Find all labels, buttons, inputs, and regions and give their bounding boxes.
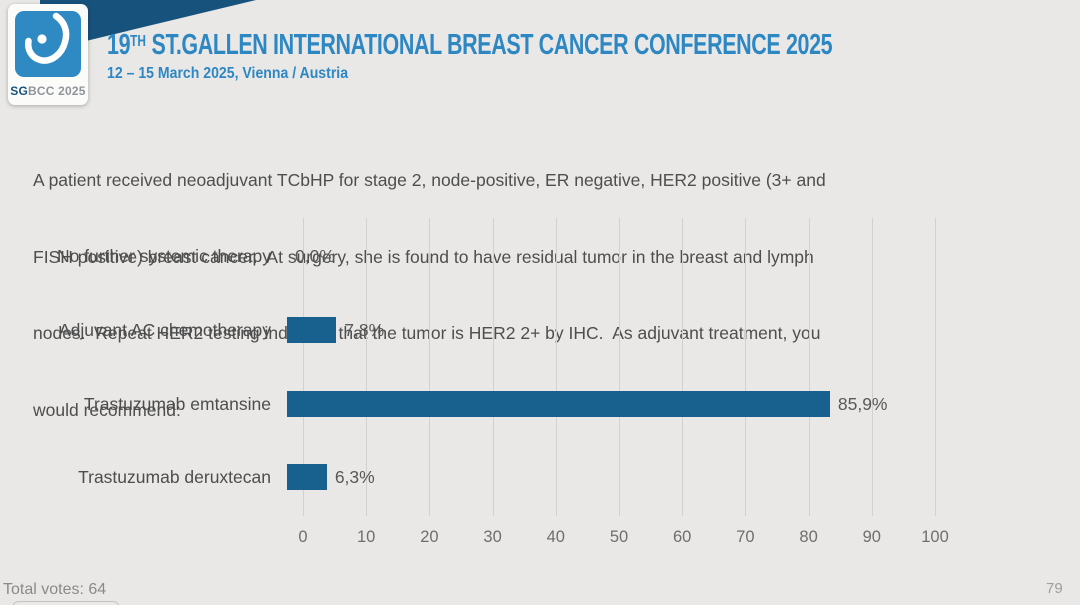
x-tick-label: 80: [799, 528, 818, 546]
x-tick-label: 100: [921, 528, 949, 546]
conference-dates: 12 – 15 March 2025, Vienna / Austria: [107, 65, 349, 82]
category-label: Adjuvant AC chemotherapy: [58, 319, 271, 340]
category-label: No further systemic therapy: [57, 245, 271, 266]
gridline: [935, 218, 936, 516]
chart-row: Adjuvant AC chemotherapy 7,8%: [20, 317, 384, 343]
logo-square: [15, 11, 81, 77]
value-label: 7,8%: [344, 319, 385, 340]
category-label: Trastuzumab emtansine: [83, 393, 271, 414]
bar: [287, 464, 327, 490]
category-label: Trastuzumab deruxtecan: [78, 466, 271, 487]
chart-row: Trastuzumab emtansine 85,9%: [20, 391, 888, 417]
breast-ribbon-icon: [24, 12, 70, 64]
logo-badge: SGBCC 2025: [8, 84, 88, 98]
poll-question: A patient received neoadjuvant TCbHP for…: [33, 117, 1053, 474]
x-tick-label: 20: [420, 528, 439, 546]
gridline: [303, 218, 304, 516]
gridline: [682, 218, 684, 516]
x-tick-label: 30: [483, 528, 502, 546]
value-label: 0,0%: [295, 245, 335, 266]
conference-title: 19TH ST.GALLEN INTERNATIONAL BREAST CANC…: [107, 27, 833, 61]
gridline: [366, 218, 368, 516]
gridline: [619, 218, 620, 516]
header-title-block: 19TH ST.GALLEN INTERNATIONAL BREAST CANC…: [107, 27, 1080, 83]
gridline: [871, 218, 873, 516]
gridline: [808, 218, 810, 516]
value-label: 6,3%: [334, 466, 375, 487]
page-number: 79: [1046, 580, 1063, 597]
x-tick-label: 50: [609, 528, 629, 546]
logo-badge-rest: BCC 2025: [28, 84, 86, 98]
total-votes: Total votes: 64: [3, 581, 107, 598]
chart-row: No further systemic therapy 0,0%: [20, 243, 335, 269]
x-tick-label: 0: [298, 528, 308, 546]
x-tick-label: 40: [546, 528, 565, 546]
title-superscript: TH: [130, 33, 146, 50]
gridline: [745, 218, 747, 516]
bar: [287, 317, 337, 343]
x-tick-label: 10: [357, 528, 376, 546]
x-tick-label: 60: [673, 528, 692, 546]
x-tick-label: 70: [736, 528, 755, 546]
question-line-4: would recommend:: [33, 399, 181, 420]
clipped-pill-shape: [12, 601, 120, 605]
gridline: [429, 218, 431, 516]
chart-row: Trastuzumab deruxtecan 6,3%: [20, 464, 375, 490]
question-line-1: A patient received neoadjuvant TCbHP for…: [33, 170, 826, 190]
title-prefix: 19: [107, 29, 131, 61]
sgbcc-logo: SGBCC 2025: [8, 4, 88, 105]
gridline: [555, 218, 557, 516]
title-rest: ST.GALLEN INTERNATIONAL BREAST CANCER CO…: [145, 29, 833, 61]
bar: [287, 391, 830, 417]
value-label: 85,9%: [837, 393, 888, 414]
gridline: [492, 218, 494, 516]
logo-badge-sg: SG: [10, 84, 29, 98]
x-tick-label: 90: [862, 528, 881, 546]
